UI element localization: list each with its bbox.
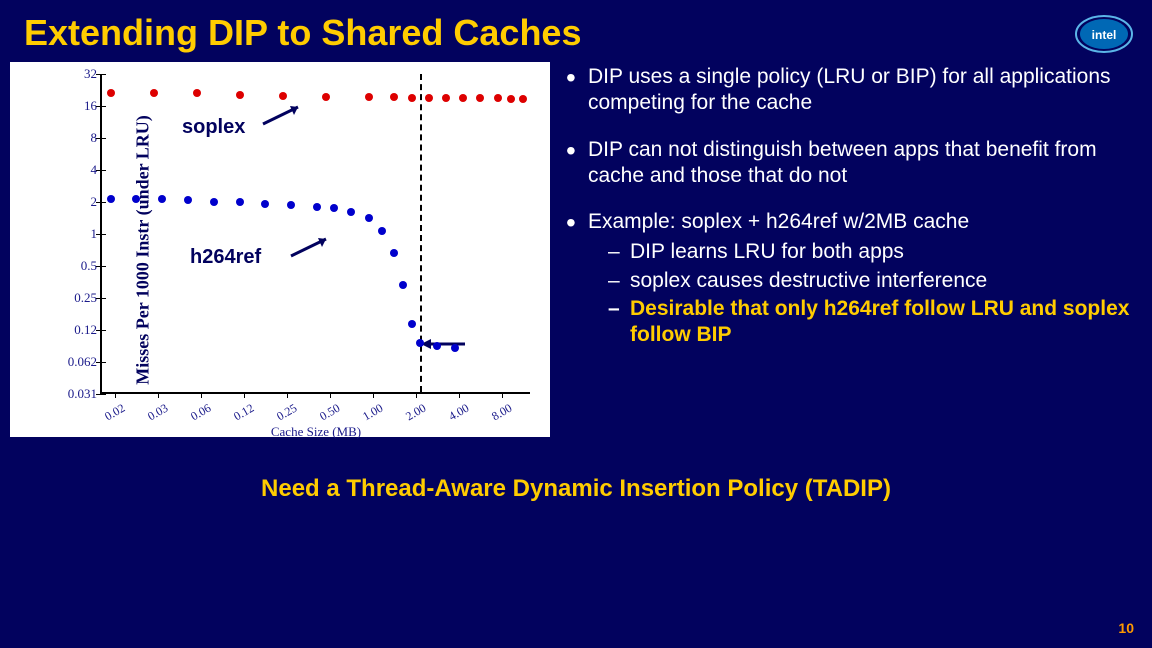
data-point (408, 320, 416, 328)
y-tick-label: 2 (47, 194, 97, 210)
x-tick-label: 0.50 (317, 401, 343, 424)
x-tick-label: 0.12 (231, 401, 257, 424)
data-point (425, 94, 433, 102)
data-point (519, 95, 527, 103)
soplex-arrow-icon (258, 102, 308, 132)
data-point (408, 94, 416, 102)
data-point (347, 208, 355, 216)
h264ref-label: h264ref (190, 246, 261, 269)
intel-logo: intel (1074, 14, 1134, 54)
bullet-3-sub1: DIP learns LRU for both apps (608, 239, 1134, 265)
data-point (279, 92, 287, 100)
data-point (507, 95, 515, 103)
data-point (390, 93, 398, 101)
data-point (132, 195, 140, 203)
data-point (322, 93, 330, 101)
x-tick-label: 0.02 (102, 401, 128, 424)
data-point (236, 91, 244, 99)
x-axis-label: Cache Size (MB) (271, 424, 361, 440)
bullet-3-sub2: soplex causes destructive interference (608, 268, 1134, 294)
data-point (261, 200, 269, 208)
y-tick-label: 1 (47, 226, 97, 242)
data-point (416, 339, 424, 347)
data-point (494, 94, 502, 102)
data-point (399, 281, 407, 289)
data-point (313, 203, 321, 211)
page-number: 10 (1118, 620, 1134, 636)
y-tick-label: 4 (47, 162, 97, 178)
bullet-2: DIP can not distinguish between apps tha… (562, 137, 1134, 190)
bullet-3-sub3: Desirable that only h264ref follow LRU a… (608, 296, 1134, 349)
data-point (476, 94, 484, 102)
data-point (390, 249, 398, 257)
data-point (150, 89, 158, 97)
data-point (433, 342, 441, 350)
data-point (451, 344, 459, 352)
slide-title: Extending DIP to Shared Caches (0, 0, 1152, 62)
data-point (365, 93, 373, 101)
plot-area: soplex h264ref Cache Size (MB) 321684210… (100, 74, 530, 394)
data-point (193, 89, 201, 97)
data-point (236, 198, 244, 206)
content-row: Misses Per 1000 Instr (under LRU) soplex… (0, 62, 1152, 437)
x-tick-label: 0.06 (188, 401, 214, 424)
y-tick-label: 8 (47, 130, 97, 146)
data-point (158, 195, 166, 203)
data-point (210, 198, 218, 206)
y-tick-label: 0.25 (47, 290, 97, 306)
data-point (459, 94, 467, 102)
chart-panel: Misses Per 1000 Instr (under LRU) soplex… (10, 62, 550, 437)
y-tick-label: 0.5 (47, 258, 97, 274)
conclusion-text: Need a Thread-Aware Dynamic Insertion Po… (0, 475, 1152, 503)
data-point (107, 195, 115, 203)
bullet-3: Example: soplex + h264ref w/2MB cache DI… (562, 209, 1134, 348)
data-point (330, 204, 338, 212)
y-tick-label: 0.12 (47, 322, 97, 338)
x-tick-label: 1.00 (360, 401, 386, 424)
x-tick-label: 8.00 (489, 401, 515, 424)
data-point (107, 89, 115, 97)
y-tick-label: 0.031 (47, 386, 97, 402)
y-tick-label: 16 (47, 98, 97, 114)
x-tick-label: 0.25 (274, 401, 300, 424)
h264ref-arrow-icon (286, 234, 336, 264)
x-tick-label: 2.00 (403, 401, 429, 424)
data-point (287, 201, 295, 209)
y-tick-label: 32 (47, 66, 97, 82)
svg-text:intel: intel (1092, 28, 1117, 42)
y-tick-label: 0.062 (47, 354, 97, 370)
x-tick-label: 4.00 (446, 401, 472, 424)
bullet-1: DIP uses a single policy (LRU or BIP) fo… (562, 64, 1134, 117)
bottom-arrow-icon (417, 336, 467, 352)
data-point (378, 227, 386, 235)
data-point (365, 214, 373, 222)
bullet-list: DIP uses a single policy (LRU or BIP) fo… (562, 62, 1152, 437)
data-point (442, 94, 450, 102)
data-point (184, 196, 192, 204)
soplex-label: soplex (182, 116, 245, 139)
x-tick-label: 0.03 (145, 401, 171, 424)
bullet-3-text: Example: soplex + h264ref w/2MB cache (588, 210, 969, 233)
